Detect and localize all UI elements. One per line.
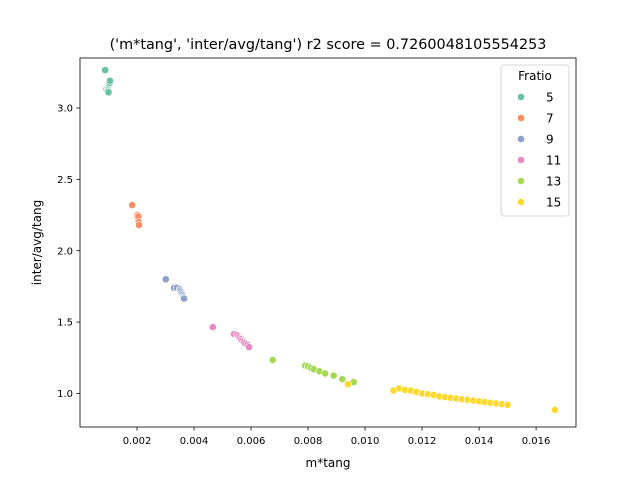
x-axis-ticks: 0.002 0.004 0.006 0.008 0.010 0.012 0.014 0.016 (123, 427, 551, 447)
legend-label-fratio-15: 15 (546, 195, 561, 209)
data-point-fratio-5 (106, 76, 114, 85)
x-tick-label: 0.002 (123, 436, 152, 447)
x-tick-label: 0.004 (180, 436, 209, 447)
legend-marker-fratio-13 (517, 177, 525, 185)
legend-label-fratio-13: 13 (546, 174, 561, 188)
data-point-fratio-13 (321, 369, 330, 378)
legend-title: Fratio (518, 69, 552, 83)
legend-marker-fratio-11 (517, 156, 525, 164)
plot-frame (79, 57, 577, 428)
x-tick-label: 0.012 (408, 436, 437, 447)
y-tick-label: 3.0 (57, 104, 73, 115)
x-tick-label: 0.016 (522, 436, 551, 447)
legend-entries: 5 7 9 11 13 15 (517, 90, 561, 209)
legend-label-fratio-5: 5 (546, 90, 554, 104)
x-tick-label: 0.014 (465, 436, 494, 447)
data-point-fratio-15 (344, 380, 352, 389)
data-point-fratio-5 (104, 88, 113, 97)
data-point-fratio-9 (180, 294, 188, 303)
x-tick-label: 0.006 (237, 436, 266, 447)
data-point-fratio-15 (503, 400, 512, 409)
chart-title: ('m*tang', 'inter/avg/tang') r2 score = … (110, 37, 547, 53)
data-point-fratio-13 (268, 356, 277, 364)
legend-marker-fratio-9 (517, 135, 525, 143)
y-axis-ticks: 1.0 1.5 2.0 2.5 3.0 (57, 104, 80, 400)
data-points (101, 66, 559, 414)
data-point-fratio-11 (208, 323, 217, 331)
y-tick-label: 1.0 (57, 389, 73, 400)
y-axis-label: inter/avg/tang (30, 200, 44, 285)
legend-marker-fratio-5 (517, 93, 525, 101)
y-tick-label: 2.5 (57, 175, 73, 186)
legend-marker-fratio-7 (517, 114, 525, 122)
y-tick-label: 1.5 (57, 318, 73, 329)
legend-marker-fratio-15 (517, 198, 525, 206)
data-point-fratio-15 (551, 405, 559, 414)
data-point-fratio-7 (128, 201, 137, 209)
x-axis-label: m*tang (306, 456, 351, 470)
data-point-fratio-11 (245, 343, 253, 351)
data-point-fratio-13 (338, 375, 347, 384)
legend-label-fratio-11: 11 (546, 153, 561, 167)
data-point-fratio-5 (101, 66, 109, 75)
x-tick-label: 0.010 (351, 436, 380, 447)
data-point-fratio-9 (161, 275, 170, 284)
y-tick-label: 2.0 (57, 246, 73, 257)
legend-box (500, 64, 570, 217)
legend-label-fratio-7: 7 (546, 111, 554, 125)
x-tick-label: 0.008 (294, 436, 323, 447)
legend-label-fratio-9: 9 (546, 132, 554, 146)
data-point-fratio-13 (329, 371, 338, 380)
legend: Fratio 5 7 9 11 13 15 (500, 64, 570, 217)
data-point-fratio-7 (135, 221, 143, 229)
